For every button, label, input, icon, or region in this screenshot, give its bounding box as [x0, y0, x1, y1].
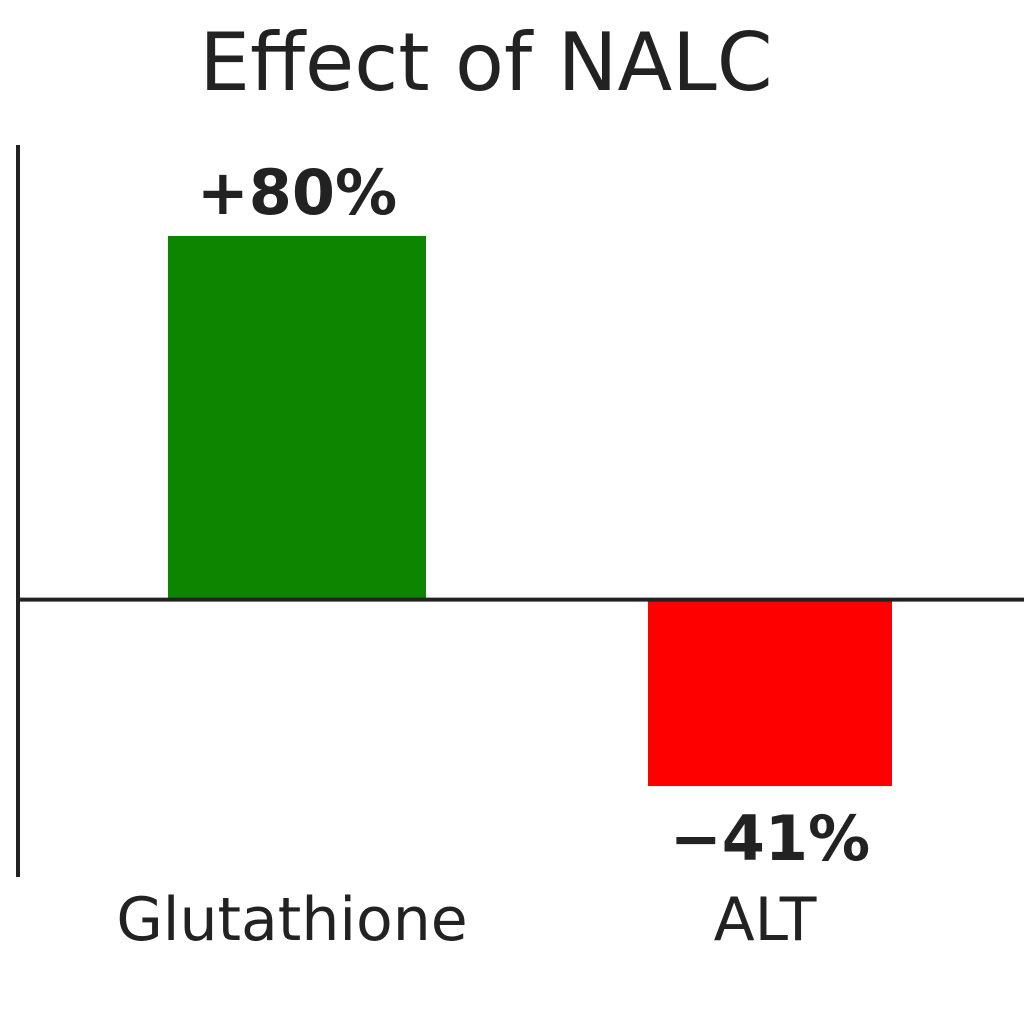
bar-alt	[648, 599, 892, 787]
value-label-alt: −41%	[670, 802, 870, 875]
bar-glutathione	[168, 235, 426, 600]
category-label-alt: ALT	[714, 885, 817, 955]
labels-group: +80% Glutathione −41% ALT	[116, 156, 870, 955]
value-label-glutathione: +80%	[197, 156, 397, 229]
category-label-glutathione: Glutathione	[116, 885, 467, 955]
chart-title: Effect of NALC	[199, 16, 772, 109]
bars-group	[168, 235, 892, 787]
